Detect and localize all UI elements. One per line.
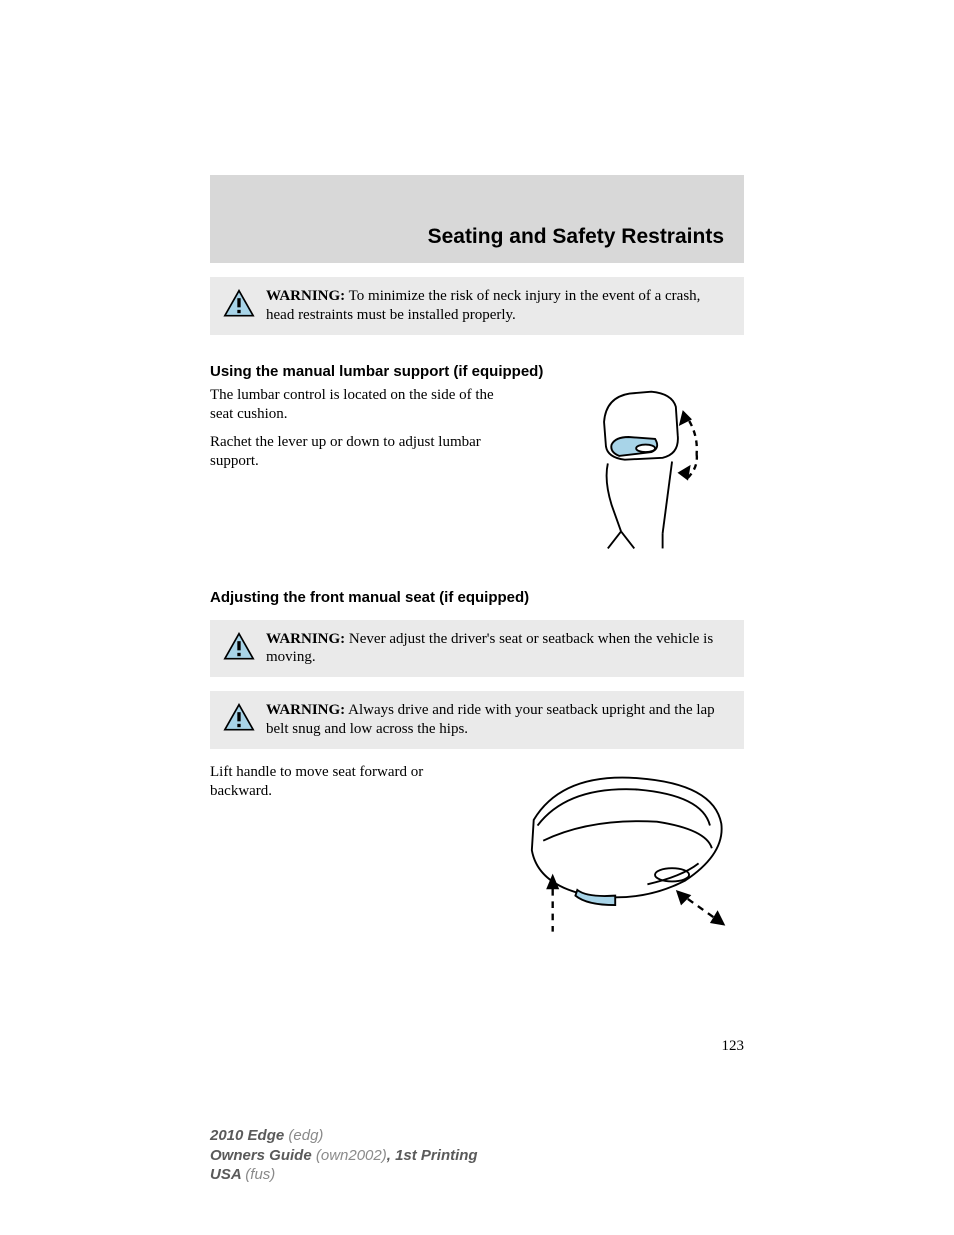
footer-printing: , 1st Printing — [387, 1147, 478, 1164]
footer-region-code: (fus) — [245, 1166, 275, 1183]
page-title: Seating and Safety Restraints — [428, 225, 724, 248]
manual-seat-text: Lift handle to move seat forward or back… — [210, 763, 478, 810]
seat-diagram — [494, 763, 744, 948]
heading-lumbar: Using the manual lumbar support (if equi… — [210, 363, 744, 380]
footer-line-2: Owners Guide (own2002), 1st Printing — [210, 1146, 478, 1166]
warning-box-2: WARNING: Never adjust the driver's seat … — [210, 620, 744, 678]
footer-code: (edg) — [288, 1127, 323, 1144]
footer: 2010 Edge (edg) Owners Guide (own2002), … — [210, 1126, 478, 1185]
warning-label: WARNING: — [266, 702, 345, 718]
warning-text: WARNING: Never adjust the driver's seat … — [266, 630, 730, 668]
warning-box-3: WARNING: Always drive and ride with your… — [210, 691, 744, 749]
lumbar-diagram — [534, 386, 744, 561]
footer-guide: Owners Guide — [210, 1147, 316, 1164]
warning-text: WARNING: Always drive and ride with your… — [266, 701, 730, 739]
warning-icon — [222, 703, 256, 733]
lumbar-p1: The lumbar control is located on the sid… — [210, 386, 518, 425]
footer-region: USA — [210, 1166, 245, 1183]
footer-model: 2010 Edge — [210, 1127, 288, 1144]
warning-box-1: WARNING: To minimize the risk of neck in… — [210, 277, 744, 335]
lumbar-text: The lumbar control is located on the sid… — [210, 386, 518, 480]
warning-label: WARNING: — [266, 631, 345, 647]
footer-guide-code: (own2002) — [316, 1147, 387, 1164]
section-header: Seating and Safety Restraints — [210, 175, 744, 263]
page-number: 123 — [210, 1038, 744, 1055]
lumbar-p2: Rachet the lever up or down to adjust lu… — [210, 433, 518, 472]
footer-line-3: USA (fus) — [210, 1165, 478, 1185]
manual-p1: Lift handle to move seat forward or back… — [210, 763, 478, 802]
warning-text: WARNING: To minimize the risk of neck in… — [266, 287, 730, 325]
warning-label: WARNING: — [266, 288, 345, 304]
warning-icon — [222, 289, 256, 319]
footer-line-1: 2010 Edge (edg) — [210, 1126, 478, 1146]
heading-manual-seat: Adjusting the front manual seat (if equi… — [210, 589, 744, 606]
warning-icon — [222, 632, 256, 662]
